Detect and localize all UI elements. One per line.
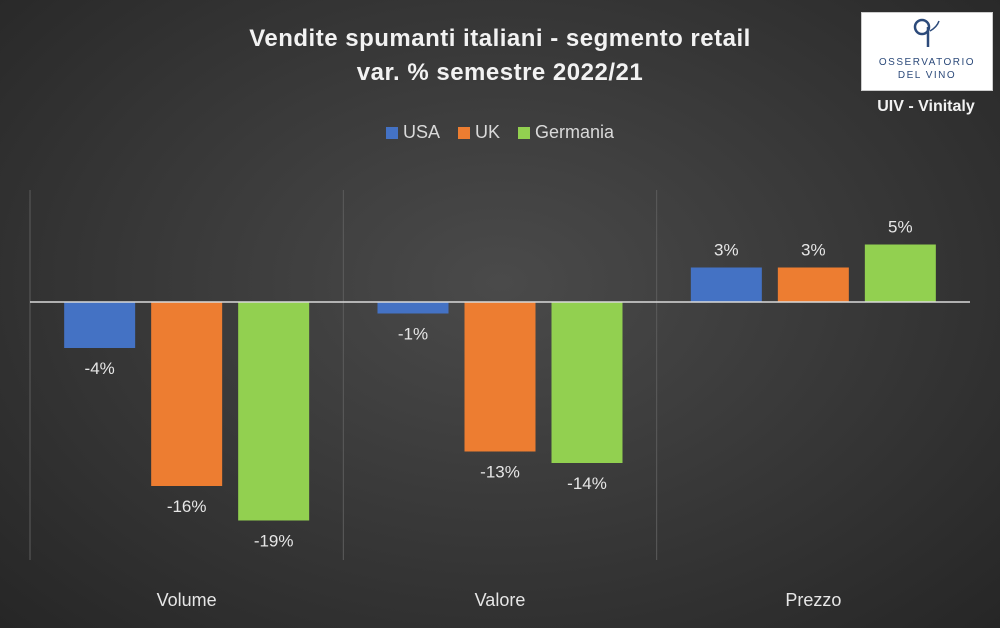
legend-label-usa: USA	[402, 122, 440, 142]
bar-uk-prezzo	[777, 267, 849, 302]
legend-item-germania: Germania	[518, 122, 614, 143]
bar-germania-valore	[551, 302, 623, 463]
category-label-valore: Valore	[475, 590, 526, 610]
category-label-volume: Volume	[157, 590, 217, 610]
chart-legend: USA UK Germania	[0, 122, 1000, 143]
bar-germania-volume	[238, 302, 310, 521]
chart-title-line2: var. % semestre 2022/21	[356, 59, 644, 86]
logo: OSSERVATORIO DEL VINO	[861, 12, 993, 91]
legend-swatch-usa	[385, 126, 398, 139]
legend-item-usa: USA	[385, 122, 440, 143]
data-label-uk-valore: -13%	[480, 463, 520, 482]
bar-usa-prezzo	[690, 267, 762, 302]
data-label-uk-volume: -16%	[167, 497, 207, 516]
bar-uk-valore	[464, 302, 536, 452]
bar-uk-volume	[151, 302, 223, 486]
logo-mark-icon	[913, 18, 940, 47]
logo-caption: UIV - Vinitaly	[877, 98, 975, 115]
logo-text-line1: OSSERVATORIO	[878, 57, 976, 68]
chart-title: Vendite spumanti italiani - segmento ret…	[0, 22, 1000, 90]
legend-swatch-uk	[457, 126, 470, 139]
bar-usa-valore	[377, 302, 449, 314]
bar-germania-prezzo	[864, 244, 936, 302]
data-label-germania-valore: -14%	[567, 474, 607, 493]
legend-label-germania: Germania	[535, 122, 615, 142]
category-label-prezzo: Prezzo	[785, 590, 841, 610]
legend-item-uk: UK	[457, 122, 500, 143]
legend-swatch-germania	[518, 126, 530, 139]
bar-usa-volume	[64, 302, 136, 348]
data-label-usa-prezzo: 3%	[714, 241, 739, 260]
data-label-germania-volume: -19%	[254, 532, 294, 551]
data-label-uk-prezzo: 3%	[801, 241, 826, 260]
chart-title-line1: Vendite spumanti italiani - segmento ret…	[249, 25, 751, 52]
data-label-germania-prezzo: 5%	[888, 218, 913, 237]
legend-label-uk: UK	[474, 122, 500, 142]
data-label-usa-valore: -1%	[398, 325, 428, 344]
data-label-usa-volume: -4%	[85, 359, 115, 378]
logo-text-line2: DEL VINO	[897, 70, 957, 81]
